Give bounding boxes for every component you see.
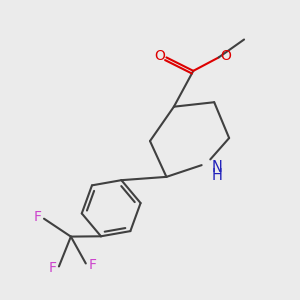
Text: F: F xyxy=(33,210,41,224)
Text: F: F xyxy=(48,261,56,275)
Text: O: O xyxy=(154,49,165,63)
Text: H: H xyxy=(212,169,223,184)
Text: N: N xyxy=(212,160,223,175)
Text: F: F xyxy=(88,258,96,272)
Text: O: O xyxy=(220,49,231,63)
